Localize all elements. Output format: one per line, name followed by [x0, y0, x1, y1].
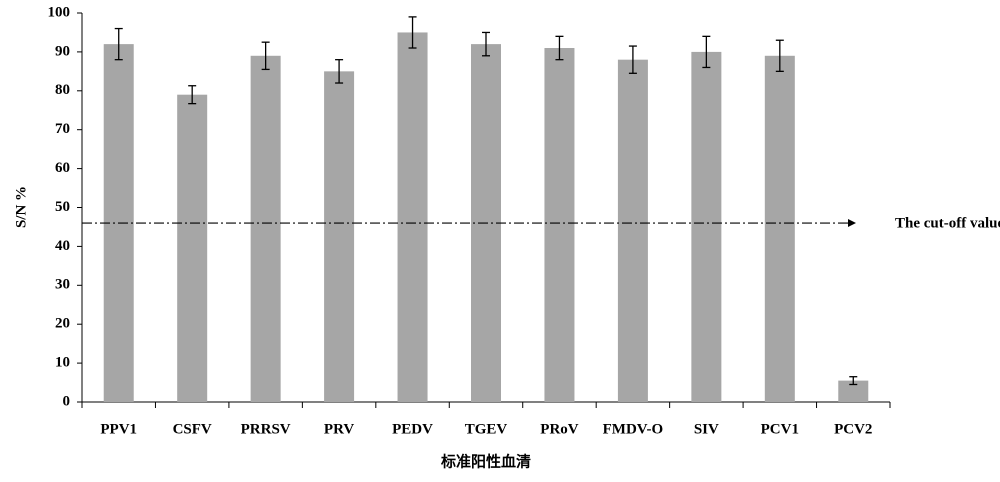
y-tick-label: 40 [55, 238, 70, 254]
bar [838, 380, 869, 402]
error-bar [555, 35, 564, 61]
y-tick-label: 10 [55, 355, 70, 371]
y-tick-label: 20 [55, 316, 70, 332]
bar [397, 32, 428, 402]
x-axis-title: 标准阳性血清 [440, 452, 531, 470]
x-tick-label: SIV [694, 421, 719, 437]
error-bar [775, 39, 784, 72]
y-tick-label: 0 [63, 393, 71, 409]
x-tick-label: PRV [324, 421, 354, 437]
x-tick-label: TGEV [465, 421, 508, 437]
y-tick-label: 30 [55, 277, 70, 293]
error-bar [628, 45, 637, 74]
x-tick-label: PRoV [540, 421, 578, 437]
x-tick-label: PPV1 [100, 421, 137, 437]
x-tick-label: FMDV-O [603, 421, 664, 437]
x-tick-label: CSFV [173, 421, 212, 437]
bar [544, 48, 575, 402]
error-bar [849, 376, 858, 386]
error-bar [261, 41, 270, 71]
bar [177, 94, 208, 402]
bar [617, 59, 648, 403]
error-bar [114, 27, 123, 61]
y-tick-label: 70 [55, 121, 70, 137]
error-bar [188, 85, 197, 105]
y-tick-label: 90 [55, 43, 70, 59]
y-tick-label: 60 [55, 160, 70, 176]
cutoff-label: The cut-off value [895, 215, 1000, 231]
error-bar [408, 16, 417, 49]
cutoff-arrow [848, 219, 856, 228]
y-tick-label: 80 [55, 82, 70, 98]
bar [250, 55, 281, 402]
error-bar [482, 31, 490, 57]
x-tick-label: PCV1 [761, 421, 799, 437]
error-bar [335, 59, 344, 84]
x-tick-label: PEDV [392, 421, 433, 437]
y-tick-label: 100 [48, 4, 71, 20]
x-tick-label: PRRSV [241, 421, 291, 437]
bar [764, 55, 795, 402]
y-axis-title: S/N % [13, 186, 29, 228]
bar [691, 51, 722, 403]
error-bar [702, 35, 711, 69]
x-tick-label: PCV2 [834, 421, 872, 437]
bar [324, 71, 355, 402]
y-tick-label: 50 [55, 199, 70, 215]
